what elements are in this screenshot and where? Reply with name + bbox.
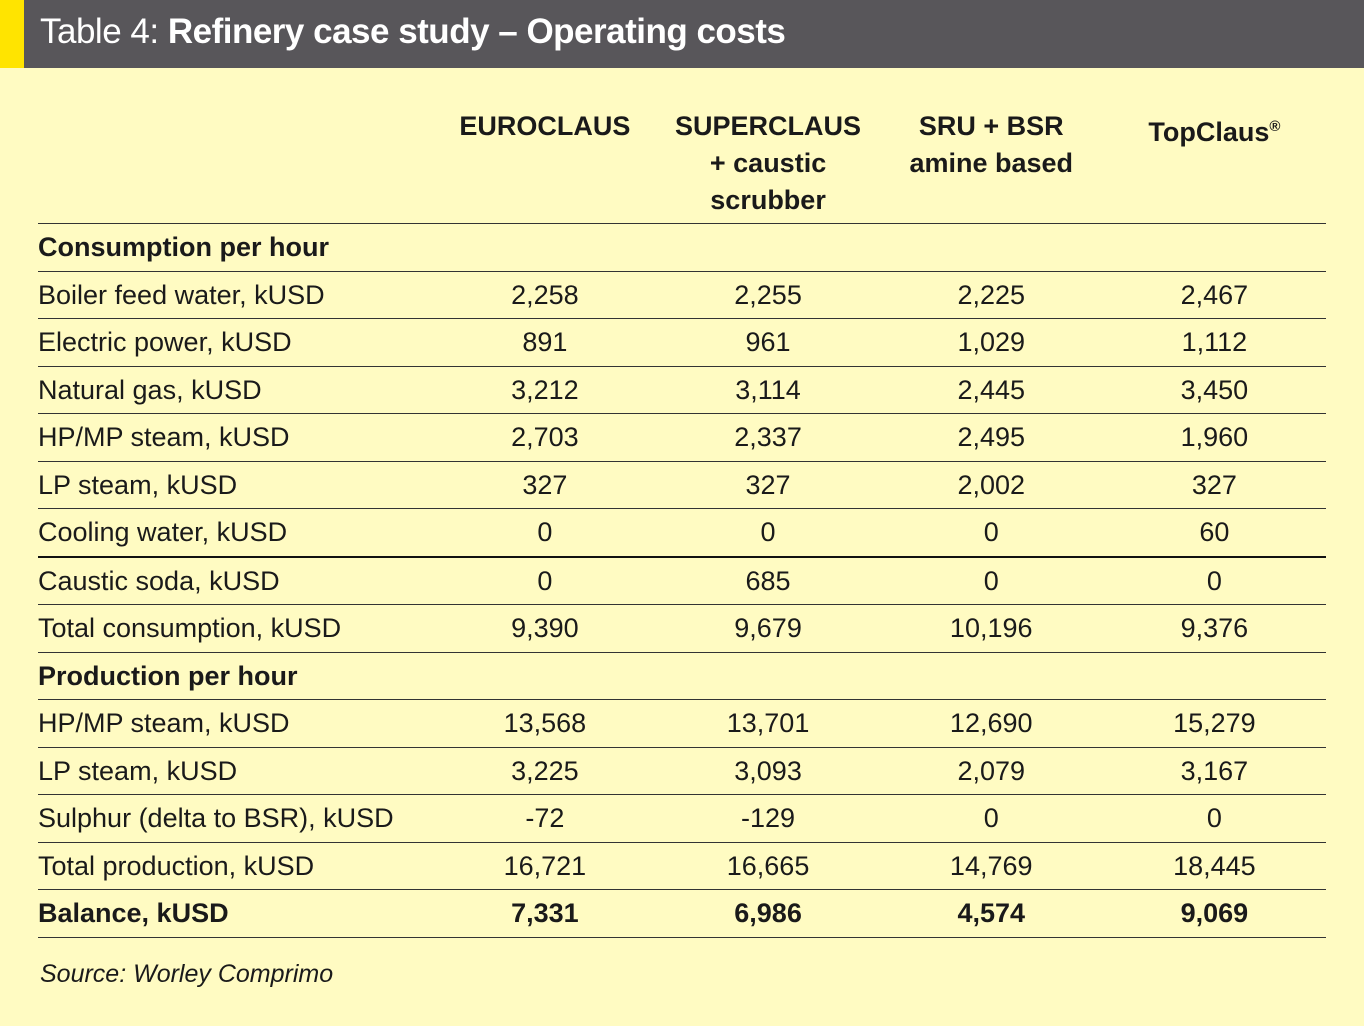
cell-value: 2,445 [879,366,1103,414]
table-row: LP steam, kUSD 3,225 3,093 2,079 3,167 [38,747,1326,795]
cell-value: 12,690 [879,699,1103,748]
cell-value: 1,029 [879,318,1103,367]
cell-value: 1,960 [1102,413,1326,462]
cell-value: 3,114 [656,366,880,414]
col-header-topclaus: TopClaus® [1102,98,1326,224]
cell-value: 9,376 [1102,604,1326,653]
col-header-sru-bsr: SRU + BSR amine based [879,98,1103,224]
row-label: LP steam, kUSD [38,747,434,795]
title-main: Refinery case study – Operating costs [167,12,786,51]
cell-value: 0 [879,508,1103,558]
cell-value: 327 [656,461,880,509]
cell-value: 0 [433,508,657,558]
cell-value: 0 [1102,794,1326,843]
table-row: Total production, kUSD 16,721 16,665 14,769… [38,842,1326,890]
table-row: Boiler feed water, kUSD 2,258 2,255 2,225 2,… [38,271,1326,319]
section-header: Consumption per hour [38,223,1326,272]
row-label: Sulphur (delta to BSR), kUSD [38,794,434,843]
cell-value: 2,467 [1102,271,1326,319]
cell-value: 3,093 [656,747,880,795]
row-label: HP/MP steam, kUSD [38,699,434,748]
col-header-superclaus: SUPERCLAUS + caustic scrubber [656,98,880,224]
cell-value: -129 [656,794,880,843]
cell-value: 16,665 [656,842,880,890]
cell-value: 2,258 [433,271,657,319]
cell-value: 10,196 [879,604,1103,653]
cell-value: 0 [656,508,880,558]
cell-value: 891 [433,318,657,367]
cell-value: 2,337 [656,413,880,462]
cell-value: 0 [433,556,657,605]
cell-value: 961 [656,318,880,367]
title-accent [0,0,24,68]
table-row: Electric power, kUSD 891 961 1,029 1,112 [38,318,1326,367]
row-label: Total consumption, kUSD [38,604,434,653]
table-row: Sulphur (delta to BSR), kUSD -72 -129 0 0 [38,794,1326,843]
row-label: Electric power, kUSD [38,318,434,367]
cell-value: 14,769 [879,842,1103,890]
cell-value: 2,079 [879,747,1103,795]
table-row: Total consumption, kUSD 9,390 9,679 10,196 9… [38,604,1326,653]
header-row: EUROCLAUS SUPERCLAUS + caustic scrubber SR… [38,98,1326,224]
cell-value: 685 [656,556,880,605]
cell-value: 3,225 [433,747,657,795]
cell-value: 0 [879,556,1103,605]
cell-value: 6,986 [656,889,880,938]
table-row: HP/MP steam, kUSD 2,703 2,337 2,495 1,960 [38,413,1326,462]
cell-value: 13,568 [433,699,657,748]
cell-value: 327 [1102,461,1326,509]
cell-value: 327 [433,461,657,509]
cell-value: 0 [879,794,1103,843]
cell-value: 1,112 [1102,318,1326,367]
section-label: Consumption per hour [38,223,1326,272]
cell-value: 9,069 [1102,889,1326,938]
row-label: Total production, kUSD [38,842,434,890]
row-label: Balance, kUSD [38,889,434,938]
col-header-euroclaus: EUROCLAUS [433,98,657,224]
cell-value: 2,495 [879,413,1103,462]
source-note: Source: Worley Comprimo [40,960,334,988]
cell-value: 13,701 [656,699,880,748]
section-header: Production per hour [38,652,1326,700]
cell-value: 2,703 [433,413,657,462]
cell-value: 9,679 [656,604,880,653]
cell-value: 2,002 [879,461,1103,509]
cell-value: 60 [1102,508,1326,558]
section-label: Production per hour [38,652,1326,700]
row-label: Cooling water, kUSD [38,508,434,558]
table-row: LP steam, kUSD 327 327 2,002 327 [38,461,1326,509]
row-label: HP/MP steam, kUSD [38,413,434,462]
table-row: Caustic soda, kUSD 0 685 0 0 [38,556,1326,605]
title-bar [0,0,1364,68]
table-row: Cooling water, kUSD 0 0 0 60 [38,508,1326,558]
cell-value: 3,212 [433,366,657,414]
cell-value: -72 [433,794,657,843]
table-title: Table 4: Refinery case study – Operating… [40,12,786,52]
cell-value: 3,167 [1102,747,1326,795]
cell-value: 18,445 [1102,842,1326,890]
header-blank [38,98,434,224]
row-label: Natural gas, kUSD [38,366,434,414]
table-row: Natural gas, kUSD 3,212 3,114 2,445 3,450 [38,366,1326,414]
cell-value: 2,255 [656,271,880,319]
cell-value: 3,450 [1102,366,1326,414]
cell-value: 16,721 [433,842,657,890]
title-prefix: Table 4: [40,12,159,51]
cell-value: 0 [1102,556,1326,605]
cell-value: 2,225 [879,271,1103,319]
cell-value: 9,390 [433,604,657,653]
cell-value: 4,574 [879,889,1103,938]
row-label: Caustic soda, kUSD [38,556,434,605]
cell-value: 15,279 [1102,699,1326,748]
table-row: Balance, kUSD 7,331 6,986 4,574 9,069 [38,889,1326,938]
operating-costs-table: EUROCLAUS SUPERCLAUS + caustic scrubber SR… [38,98,1326,938]
row-label: Boiler feed water, kUSD [38,271,434,319]
cell-value: 7,331 [433,889,657,938]
table-row: HP/MP steam, kUSD 13,568 13,701 12,690 15,27… [38,699,1326,748]
row-label: LP steam, kUSD [38,461,434,509]
